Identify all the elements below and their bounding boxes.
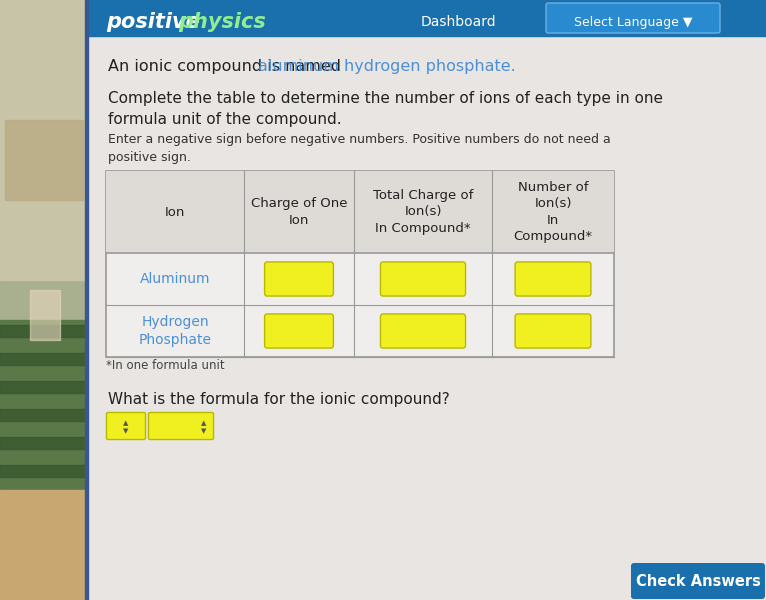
Bar [106, 171, 614, 253]
Text: ▼: ▼ [123, 428, 129, 434]
Bar [85, 0, 88, 600]
Bar [0, 0, 88, 600]
Text: Dashboard: Dashboard [421, 16, 496, 29]
FancyBboxPatch shape [515, 314, 591, 348]
Text: Enter a negative sign before negative numbers. Positive numbers do not need a
po: Enter a negative sign before negative nu… [108, 133, 611, 164]
Bar [106, 171, 614, 357]
Bar [88, 36, 766, 600]
FancyBboxPatch shape [631, 563, 765, 599]
Text: Aluminum: Aluminum [139, 272, 210, 286]
Text: Number of
Ion(s)
In
Compound*: Number of Ion(s) In Compound* [513, 181, 593, 243]
Text: What is the formula for the ionic compound?: What is the formula for the ionic compou… [108, 392, 450, 407]
Text: An ionic compound is named: An ionic compound is named [108, 58, 346, 73]
Text: *In one formula unit: *In one formula unit [106, 359, 224, 372]
Text: ▲: ▲ [123, 420, 129, 426]
Text: aluminum hydrogen phosphate.: aluminum hydrogen phosphate. [258, 58, 516, 73]
Text: ▼: ▼ [201, 428, 207, 434]
Bar [0, 0, 88, 280]
FancyBboxPatch shape [381, 314, 466, 348]
FancyBboxPatch shape [381, 262, 466, 296]
FancyBboxPatch shape [515, 262, 591, 296]
Text: physics: physics [178, 13, 266, 32]
Text: Hydrogen
Phosphate: Hydrogen Phosphate [139, 315, 211, 347]
Text: Check Answers: Check Answers [636, 574, 761, 589]
FancyBboxPatch shape [546, 3, 720, 33]
Bar [30, 290, 60, 340]
Text: Select Language ▼: Select Language ▼ [574, 16, 692, 29]
Text: Ion: Ion [165, 205, 185, 218]
Text: positive: positive [106, 13, 200, 32]
Bar [0, 320, 88, 490]
Text: Total Charge of
Ion(s)
In Compound*: Total Charge of Ion(s) In Compound* [373, 189, 473, 235]
Bar [0, 409, 88, 421]
Bar [0, 437, 88, 449]
Text: ▲: ▲ [201, 420, 207, 426]
Bar [5, 120, 83, 200]
FancyBboxPatch shape [264, 314, 333, 348]
Bar [0, 490, 88, 600]
FancyBboxPatch shape [264, 262, 333, 296]
Bar [0, 381, 88, 393]
FancyBboxPatch shape [106, 413, 146, 439]
Bar [0, 353, 88, 365]
Text: Complete the table to determine the number of ions of each type in one
formula u: Complete the table to determine the numb… [108, 91, 663, 127]
Bar [0, 465, 88, 477]
Text: Charge of One
Ion: Charge of One Ion [250, 197, 347, 227]
FancyBboxPatch shape [149, 413, 214, 439]
Bar [0, 325, 88, 337]
Bar [88, 0, 766, 36]
